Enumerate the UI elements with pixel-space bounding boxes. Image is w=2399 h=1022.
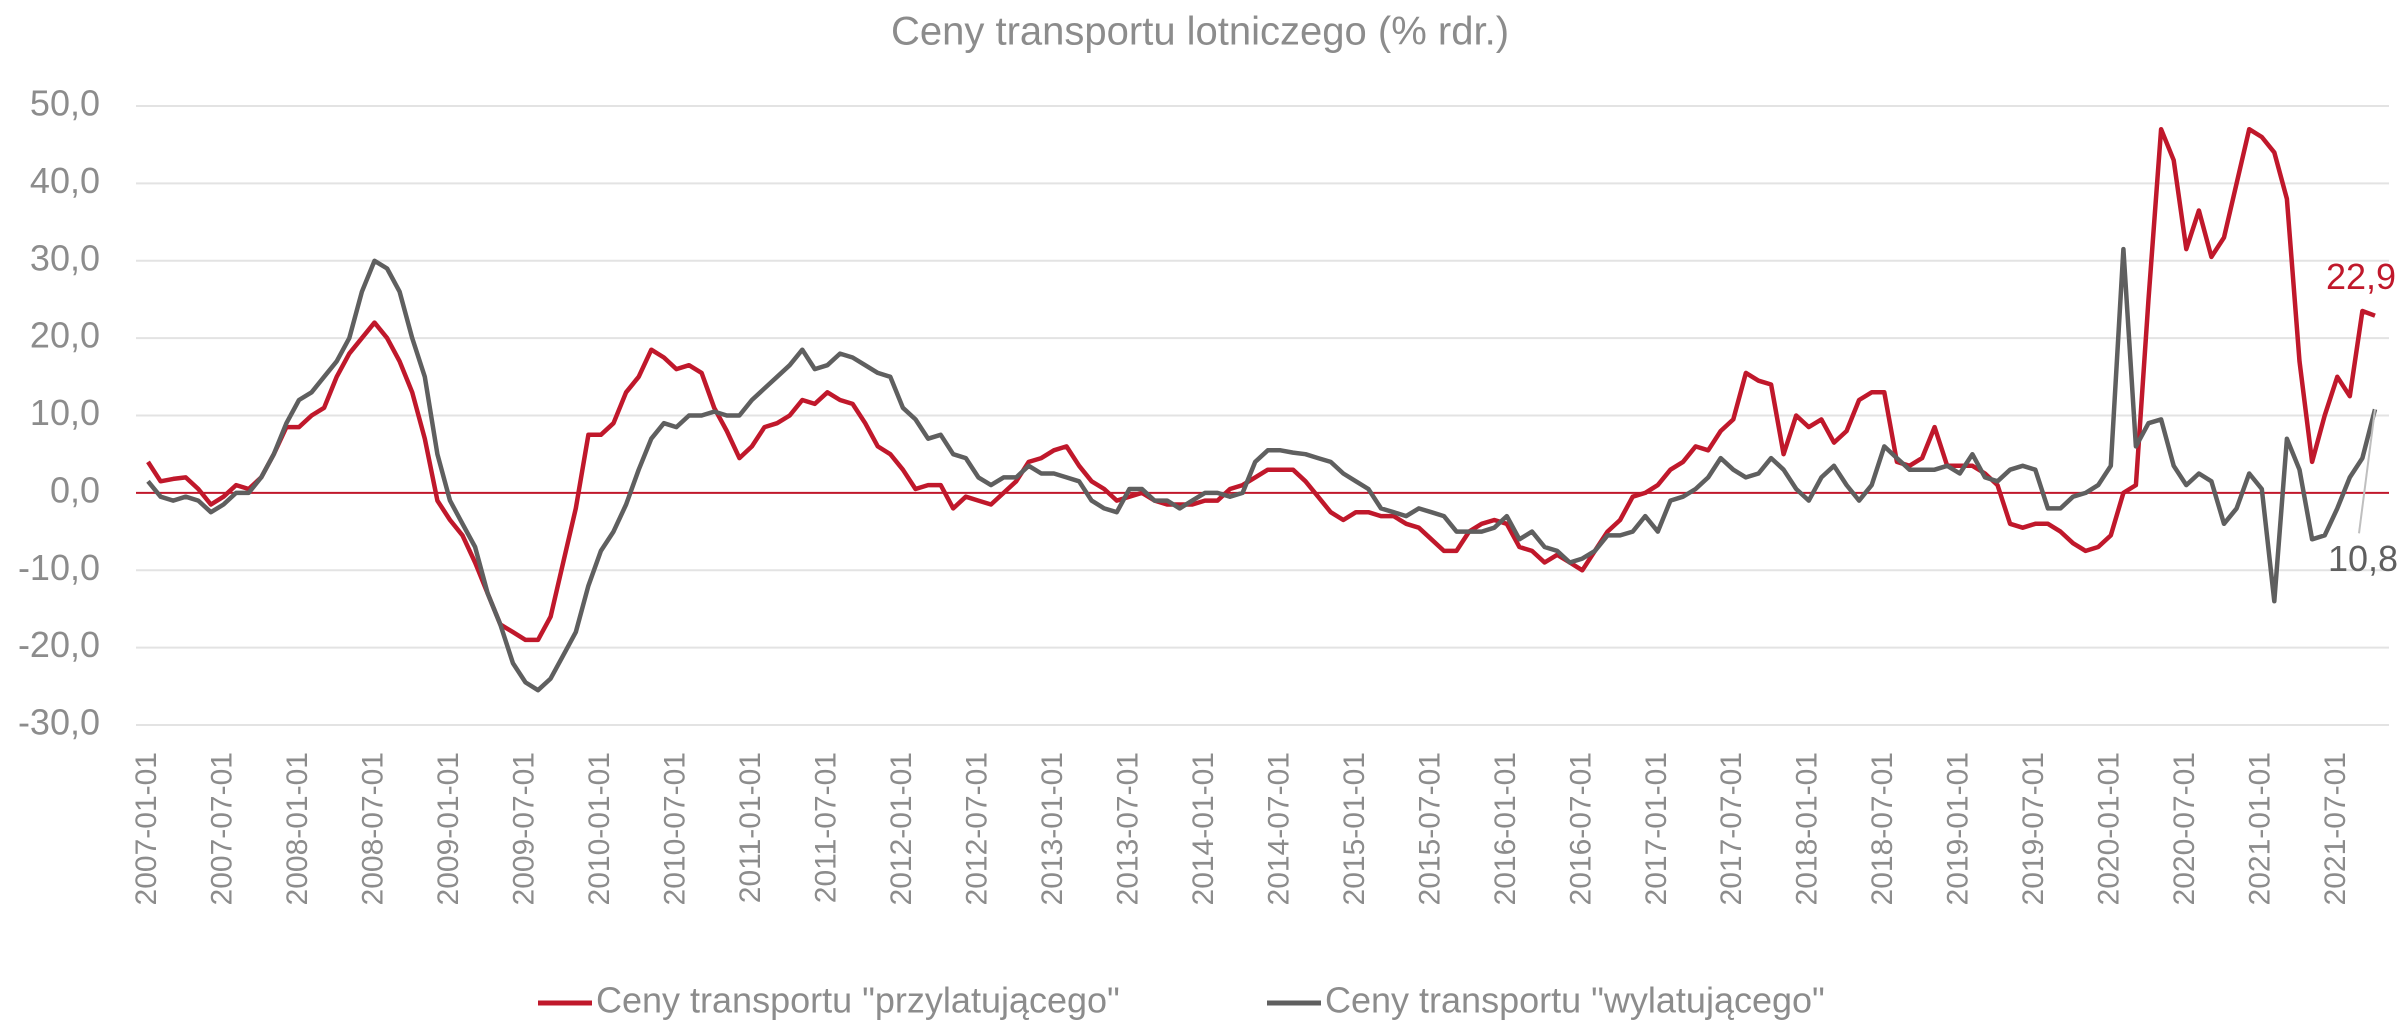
x-tick-label: 2018-07-01 <box>1866 752 1899 905</box>
x-tick-label: 2010-07-01 <box>658 752 691 905</box>
x-tick-label: 2016-07-01 <box>1564 752 1597 905</box>
x-tick-label: 2018-01-01 <box>1791 752 1824 905</box>
data-label: 22,9 <box>2326 256 2396 297</box>
x-tick-label: 2015-01-01 <box>1338 752 1371 905</box>
x-tick-label: 2021-01-01 <box>2244 752 2277 905</box>
x-tick-label: 2011-07-01 <box>809 752 842 903</box>
x-tick-label: 2007-07-01 <box>205 752 238 905</box>
series-line <box>146 246 2378 693</box>
x-tick-label: 2019-01-01 <box>1942 752 1975 905</box>
x-tick-label: 2010-01-01 <box>583 752 616 905</box>
data-label: 10,8 <box>2328 538 2398 579</box>
y-tick-label: 30,0 <box>30 237 100 278</box>
legend-label: Ceny transportu "przylatującego" <box>596 980 1120 1021</box>
y-tick-label: -20,0 <box>18 624 100 665</box>
x-tick-label: 2014-07-01 <box>1262 752 1295 905</box>
x-tick-label: 2019-07-01 <box>2017 752 2050 905</box>
x-tick-label: 2012-07-01 <box>960 752 993 905</box>
x-tick-label: 2011-01-01 <box>734 752 767 903</box>
y-tick-label: 10,0 <box>30 392 100 433</box>
y-tick-label: -10,0 <box>18 547 100 588</box>
x-tick-label: 2008-07-01 <box>356 752 389 905</box>
x-tick-label: 2014-01-01 <box>1187 752 1220 905</box>
y-tick-label: 40,0 <box>30 160 100 201</box>
x-tick-label: 2013-07-01 <box>1111 752 1144 905</box>
x-tick-label: 2017-01-01 <box>1640 752 1673 905</box>
series-line <box>146 126 2376 643</box>
x-tick-label: 2009-07-01 <box>507 752 540 905</box>
x-tick-label: 2013-01-01 <box>1036 752 1069 905</box>
x-tick-label: 2009-01-01 <box>432 752 465 905</box>
x-tick-label: 2021-07-01 <box>2319 752 2352 905</box>
x-tick-label: 2016-01-01 <box>1489 752 1522 905</box>
y-tick-label: 50,0 <box>30 83 100 124</box>
y-tick-label: -30,0 <box>18 702 100 743</box>
y-tick-label: 0,0 <box>50 469 100 510</box>
x-tick-label: 2007-01-01 <box>130 752 163 905</box>
y-tick-label: 20,0 <box>30 315 100 356</box>
x-tick-label: 2020-01-01 <box>2093 752 2126 905</box>
leader-line <box>2358 409 2376 534</box>
chart-title: Ceny transportu lotniczego (% rdr.) <box>891 10 1509 54</box>
x-tick-label: 2012-01-01 <box>885 752 918 905</box>
x-tick-label: 2015-07-01 <box>1413 752 1446 905</box>
x-tick-label: 2020-07-01 <box>2168 752 2201 905</box>
x-tick-label: 2017-07-01 <box>1715 752 1748 905</box>
legend-label: Ceny transportu "wylatującego" <box>1325 980 1825 1021</box>
x-tick-label: 2008-01-01 <box>281 752 314 905</box>
